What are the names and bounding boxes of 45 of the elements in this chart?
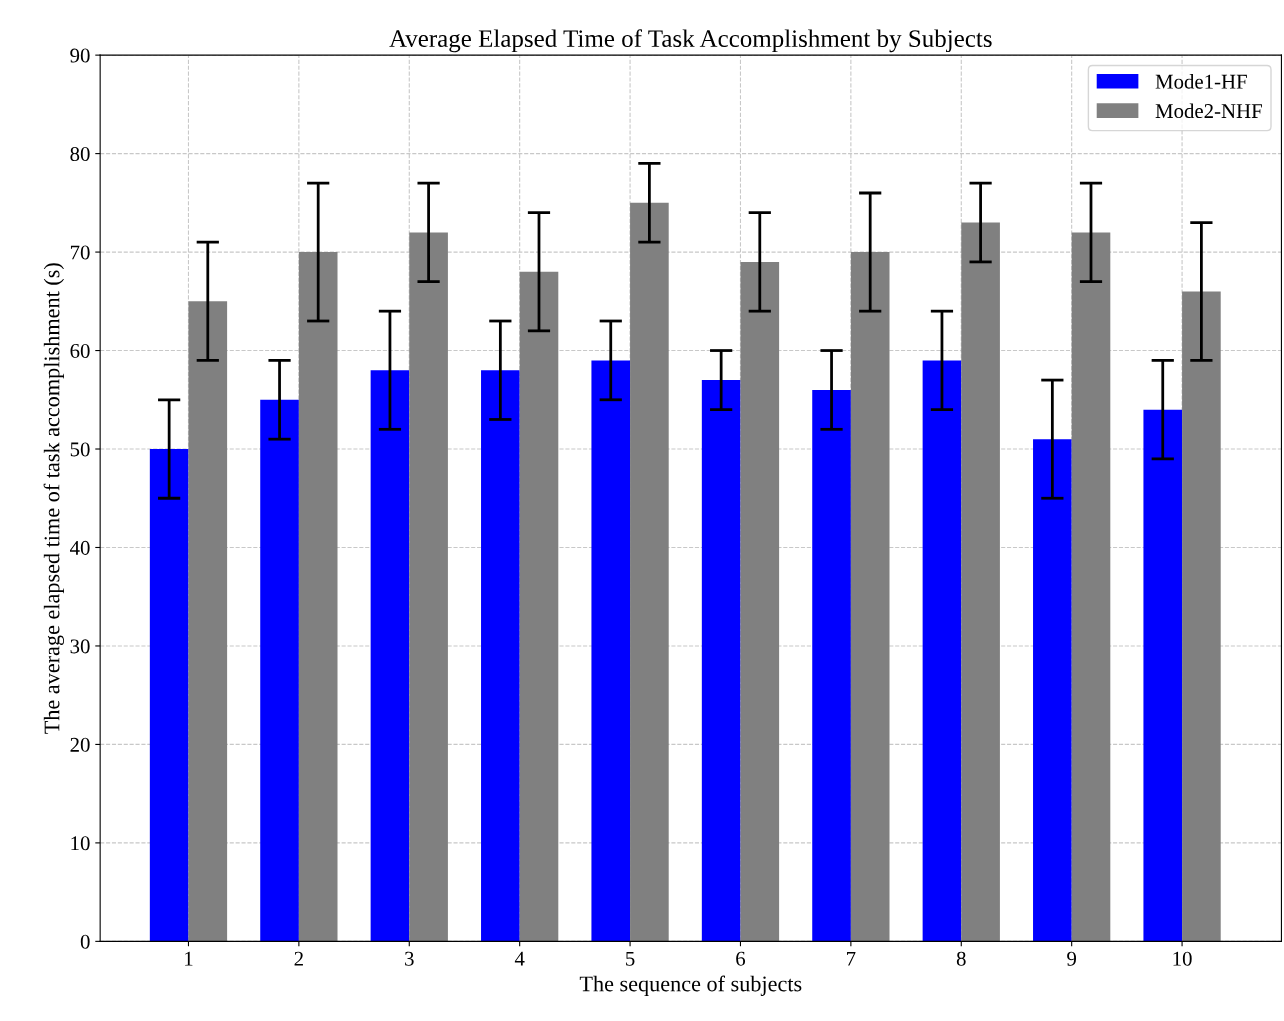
bar bbox=[630, 202, 669, 942]
bar bbox=[481, 370, 520, 942]
bar bbox=[1143, 409, 1183, 942]
y-tick-label: 90 bbox=[70, 48, 90, 63]
bar bbox=[701, 380, 741, 942]
bar bbox=[1071, 232, 1111, 942]
bar bbox=[591, 360, 631, 942]
bar bbox=[961, 222, 1000, 942]
bar bbox=[519, 271, 559, 942]
x-tick-label: 5 bbox=[626, 951, 635, 966]
x-tick-label: 8 bbox=[956, 951, 966, 966]
bar bbox=[922, 360, 962, 942]
bar bbox=[298, 252, 338, 942]
y-tick-label: 60 bbox=[70, 343, 90, 358]
y-tick-label: 0 bbox=[80, 934, 90, 949]
bar bbox=[1033, 439, 1072, 942]
bar bbox=[370, 370, 410, 942]
legend-label: Mode1-HF bbox=[1155, 74, 1247, 89]
x-tick-label: 7 bbox=[847, 951, 856, 966]
y-tick-label: 20 bbox=[70, 737, 90, 752]
bar bbox=[850, 252, 890, 942]
x-axis-title: The sequence of subjects bbox=[579, 975, 802, 996]
bar bbox=[149, 449, 189, 942]
bar bbox=[188, 301, 228, 942]
legend-label: Mode2-NHF bbox=[1155, 103, 1262, 119]
bar bbox=[740, 261, 780, 942]
y-tick-label: 10 bbox=[71, 836, 90, 851]
bar bbox=[812, 389, 851, 942]
y-tick-label: 70 bbox=[70, 245, 90, 260]
y-tick-label: 80 bbox=[70, 146, 90, 162]
x-tick-label: 6 bbox=[736, 951, 746, 966]
bar bbox=[260, 399, 299, 942]
x-tick-label: 4 bbox=[514, 951, 525, 966]
bar bbox=[409, 232, 448, 942]
x-tick-label: 2 bbox=[294, 951, 303, 966]
y-tick-label: 30 bbox=[70, 639, 90, 654]
x-tick-label: 9 bbox=[1067, 951, 1077, 966]
x-tick-label: 1 bbox=[185, 951, 193, 966]
y-axis-title: The average elapsed time of task accomplishment (s) bbox=[43, 263, 65, 734]
y-tick-label: 50 bbox=[70, 442, 90, 457]
x-tick-label: 10 bbox=[1173, 951, 1192, 966]
chart-title: Average Elapsed Time of Task Accomplishment by Subjects bbox=[389, 29, 992, 53]
y-tick-label: 40 bbox=[70, 540, 90, 555]
x-tick-label: 3 bbox=[405, 951, 414, 966]
bar bbox=[1182, 291, 1221, 942]
